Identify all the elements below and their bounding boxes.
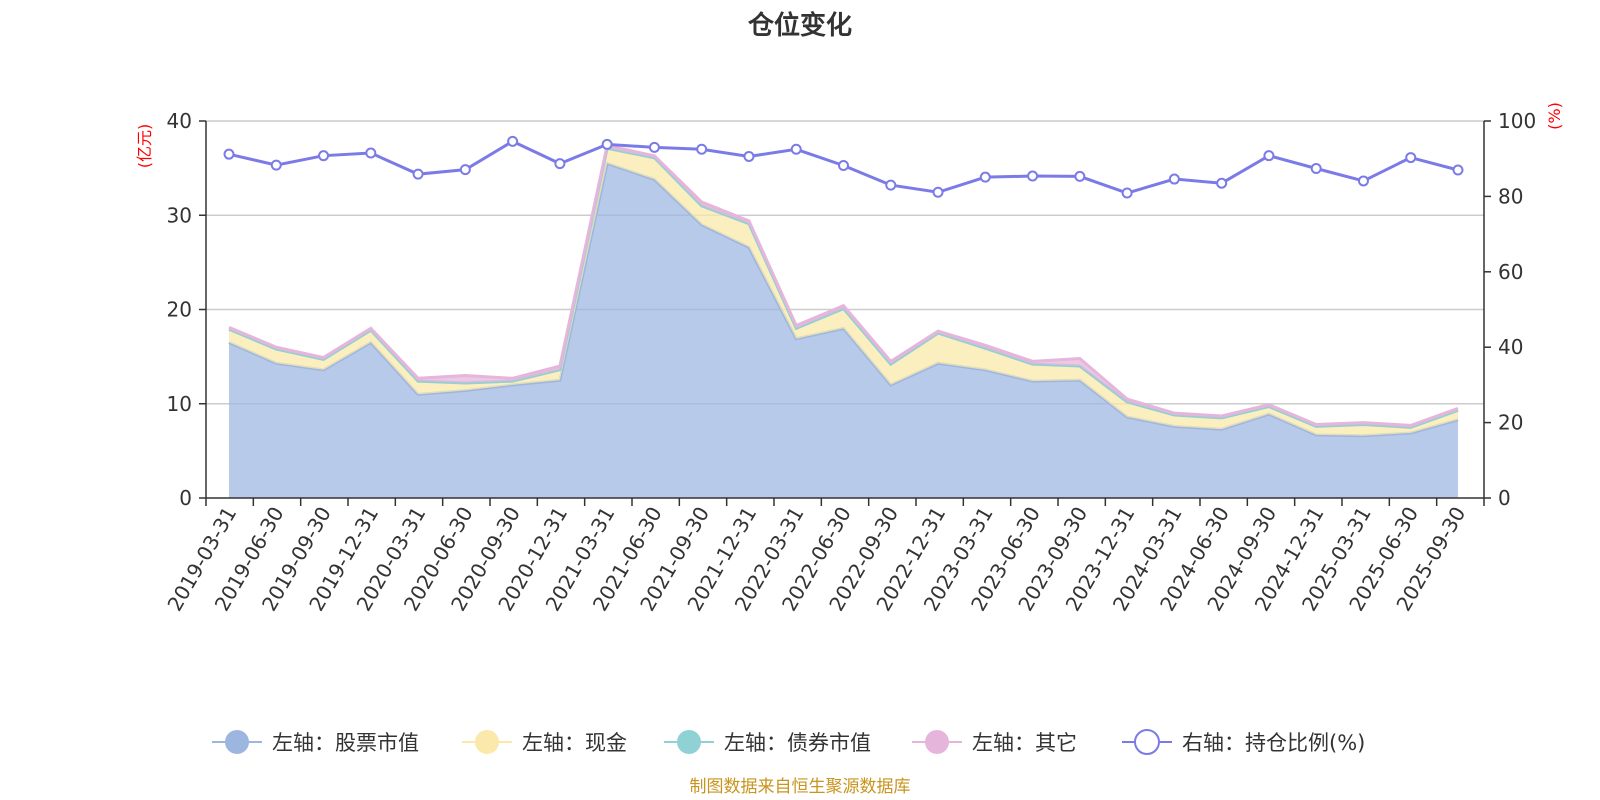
ratio-point — [1357, 175, 1369, 187]
area-series — [228, 143, 1459, 498]
ratio-point — [507, 135, 519, 147]
right-axis-tick-label: 0 — [1498, 486, 1511, 510]
ratio-point — [1027, 170, 1039, 182]
legend-marker-bond — [677, 730, 701, 754]
ratio-series — [223, 135, 1464, 199]
ratio-point — [459, 164, 471, 176]
right-axis-tick-label: 60 — [1498, 260, 1523, 284]
left-axis-tick-label: 40 — [167, 109, 192, 133]
left-axis-tick-label: 30 — [167, 203, 192, 227]
legend-item-cash: 左轴：现金 — [462, 730, 627, 755]
left-axis-tick-label: 0 — [179, 486, 192, 510]
right-axis-tick-label: 100 — [1498, 109, 1536, 133]
ratio-point — [790, 143, 802, 155]
ratio-point — [932, 186, 944, 198]
legend-label-bond: 左轴：债券市值 — [724, 731, 871, 755]
ratio-point — [1121, 187, 1133, 199]
ratio-point — [743, 150, 755, 162]
ratio-point — [1216, 177, 1228, 189]
legend-marker-stock — [225, 730, 249, 754]
legend-label-other: 左轴：其它 — [972, 731, 1077, 755]
ratio-point — [648, 141, 660, 153]
right-axis-tick-label: 40 — [1498, 335, 1523, 359]
left-axis-tick-label: 10 — [167, 392, 192, 416]
ratio-point — [838, 159, 849, 171]
legend-label-ratio: 右轴：持仓比例(%) — [1182, 731, 1365, 755]
data-source: 制图数据来自恒生聚源数据库 — [690, 777, 911, 797]
right-axis-tick-label: 20 — [1498, 411, 1523, 435]
ratio-point — [223, 148, 235, 160]
ratio-point — [979, 171, 991, 183]
legend-marker-other — [925, 730, 949, 754]
legend-item-stock: 左轴：股票市值 — [212, 730, 419, 755]
ratio-point — [412, 168, 424, 180]
chart-title: 仓位变化 — [747, 10, 852, 41]
left-axis-unit: (亿元) — [135, 124, 154, 169]
ratio-point — [1310, 163, 1322, 175]
legend-item-other: 左轴：其它 — [912, 730, 1077, 755]
legend-marker-cash — [475, 730, 499, 754]
ratio-point — [1074, 170, 1086, 182]
left-axis-tick-label: 20 — [167, 298, 192, 322]
right-axis-tick-label: 80 — [1498, 184, 1523, 208]
area-stock — [229, 163, 1458, 498]
legend-label-stock: 左轴：股票市值 — [272, 731, 419, 755]
ratio-point — [601, 138, 613, 150]
ratio-point — [696, 143, 708, 155]
ratio-point — [554, 158, 566, 170]
ratio-point — [1263, 150, 1275, 162]
ratio-point — [1452, 164, 1464, 176]
area-edge-other — [228, 143, 1459, 427]
ratio-point — [1168, 173, 1180, 185]
ratio-point — [270, 159, 282, 171]
legend-item-ratio: 右轴：持仓比例(%) — [1122, 729, 1365, 755]
legend-marker-ratio — [1134, 729, 1160, 755]
legend-label-cash: 左轴：现金 — [522, 731, 627, 755]
legend-item-bond: 左轴：债券市值 — [664, 730, 871, 755]
right-axis-unit: (%) — [1545, 102, 1564, 130]
ratio-point — [1405, 152, 1417, 164]
ratio-point — [365, 147, 377, 159]
ratio-point — [318, 150, 330, 162]
ratio-point — [885, 179, 897, 191]
legend: 左轴：股票市值 左轴：现金 左轴：债券市值 左轴：其它 右轴：持仓比例(%) — [212, 729, 1365, 755]
